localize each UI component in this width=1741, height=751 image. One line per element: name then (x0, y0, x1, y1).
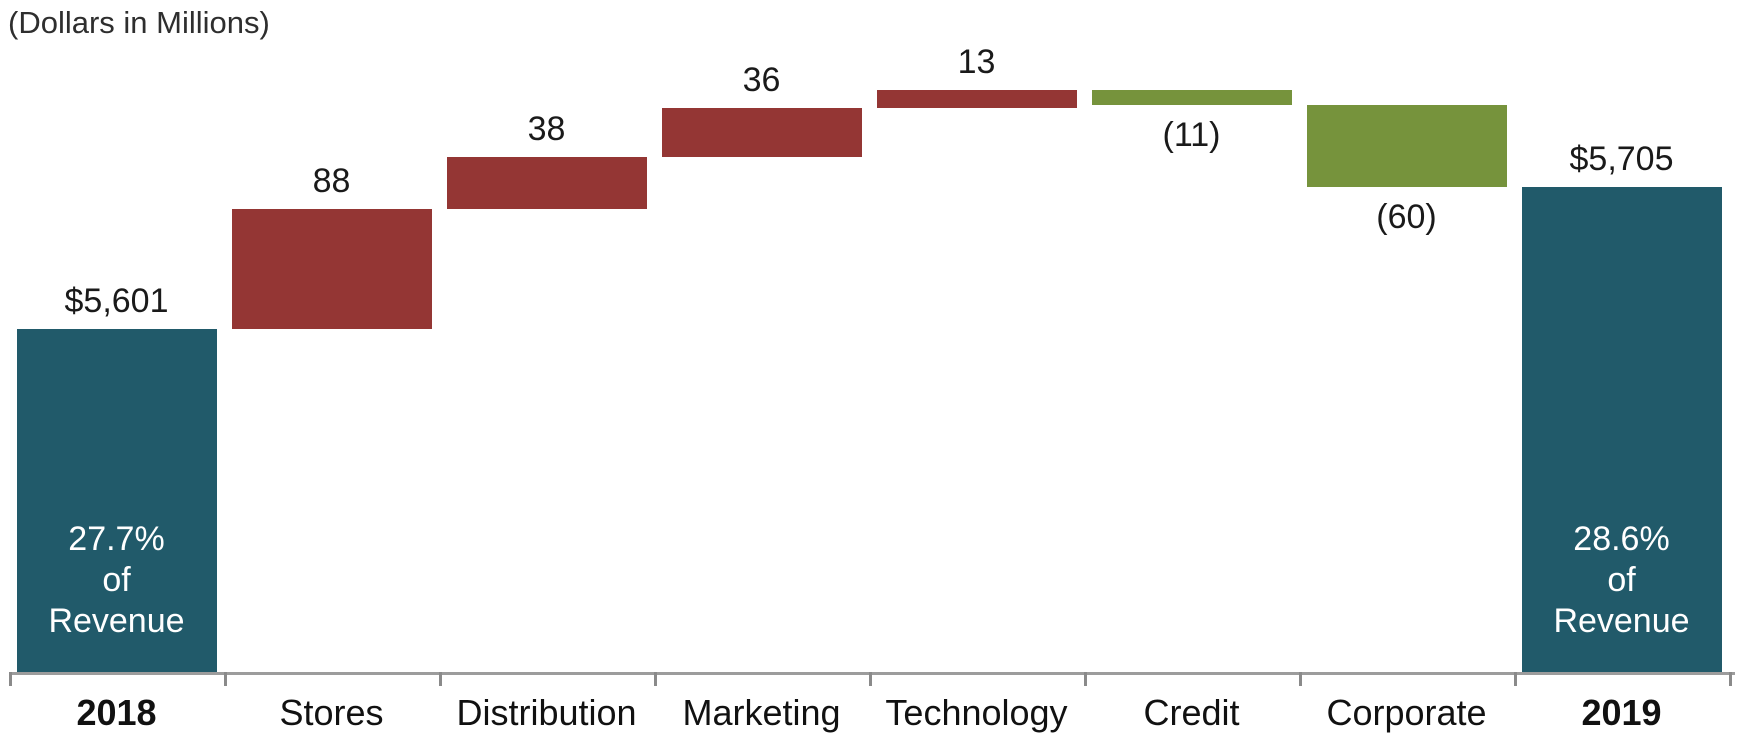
x-axis-tick (1729, 672, 1732, 686)
x-axis-tick (1514, 672, 1517, 686)
category-label-distribution: Distribution (456, 692, 637, 733)
category-label-corporate: Corporate (1326, 692, 1487, 733)
bar-stores (231, 209, 432, 330)
category-label-2018: 2018 (76, 692, 157, 733)
x-axis-tick (439, 672, 442, 686)
category-label-technology: Technology (885, 692, 1068, 733)
x-axis-tick (654, 672, 657, 686)
bar-inner-label: 27.7% of Revenue (7, 519, 227, 642)
inner-label-line: of (102, 560, 131, 599)
x-axis-tick (1084, 672, 1087, 686)
bar-value-label: $5,601 (64, 282, 169, 321)
inner-label-line: of (1607, 560, 1636, 599)
inner-label-line: Revenue (1553, 601, 1690, 640)
x-axis-line (9, 672, 1735, 675)
bar-corporate (1306, 105, 1507, 188)
bar-value-label: $5,705 (1569, 140, 1674, 179)
bar-value-label: 13 (957, 43, 996, 82)
bar-technology (876, 90, 1077, 109)
category-label-2019: 2019 (1581, 692, 1662, 733)
bar-credit (1091, 90, 1292, 106)
bar-value-label: (11) (1162, 116, 1221, 155)
bar-2018: 27.7% of Revenue (16, 329, 217, 672)
inner-label-line: 28.6% (1573, 519, 1670, 558)
bar-inner-label: 28.6% of Revenue (1512, 519, 1732, 642)
bar-value-label: 88 (312, 162, 351, 201)
x-axis-tick (224, 672, 227, 686)
bar-2019: 28.6% of Revenue (1521, 187, 1722, 672)
category-label-marketing: Marketing (682, 692, 841, 733)
x-axis-tick (1299, 672, 1302, 686)
inner-label-line: Revenue (48, 601, 185, 640)
bar-value-label: 38 (527, 110, 566, 149)
bar-value-label: (60) (1376, 198, 1437, 237)
chart-title: (Dollars in Millions) (8, 5, 270, 40)
x-axis-tick (9, 672, 12, 686)
category-label-stores: Stores (279, 692, 384, 733)
inner-label-line: 27.7% (68, 519, 165, 558)
bar-marketing (661, 108, 862, 158)
category-label-credit: Credit (1143, 692, 1240, 733)
bar-distribution (446, 157, 647, 210)
x-axis-tick (869, 672, 872, 686)
bar-value-label: 36 (742, 61, 781, 100)
